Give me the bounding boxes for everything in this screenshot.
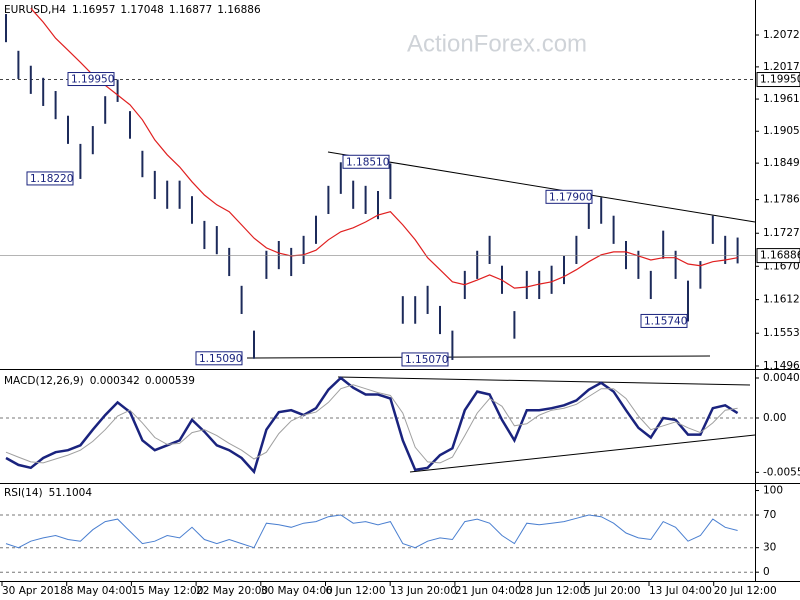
y-tick-label: 30 bbox=[763, 542, 776, 554]
header-value: 1.16957 bbox=[72, 4, 115, 16]
annotation-label: 1.19950 bbox=[71, 74, 114, 86]
header-value: 1.16877 bbox=[169, 4, 212, 16]
panel-title: EURUSD,H4 bbox=[4, 4, 66, 16]
y-tick-label: 0.004094 bbox=[763, 372, 800, 384]
y-tick-label: 1.16120 bbox=[763, 294, 800, 306]
y-tick-label: 1.19050 bbox=[763, 125, 800, 137]
y-tick-label: 1.17275 bbox=[763, 227, 800, 239]
indicator-line bbox=[5, 514, 738, 549]
y-tick-label: 70 bbox=[763, 509, 776, 521]
indicator-line bbox=[5, 376, 739, 475]
annotation-label: 1.15740 bbox=[644, 315, 687, 327]
y-tick-label: 1.20725 bbox=[763, 29, 800, 41]
x-tick-label: 13 Jul 04:00 bbox=[649, 585, 712, 597]
y-tick-label: 1.15535 bbox=[763, 327, 800, 339]
x-tick-label: 6 Jun 12:00 bbox=[326, 585, 386, 597]
header-value: 1.16886 bbox=[217, 4, 261, 16]
annotation-label: 1.18510 bbox=[346, 156, 389, 168]
annotation-label: 1.15090 bbox=[199, 353, 242, 365]
annotation-box bbox=[67, 72, 115, 87]
trend-line bbox=[327, 151, 756, 223]
panel-title: RSI(14) bbox=[4, 487, 43, 499]
panel-title: MACD(12,26,9) bbox=[4, 375, 84, 387]
watermark: ActionForex.com bbox=[407, 30, 587, 57]
annotation-box bbox=[545, 189, 593, 204]
x-tick-label: 22 May 20:00 bbox=[196, 585, 268, 597]
annotation-box bbox=[26, 171, 74, 186]
header-value: 0.000539 bbox=[145, 375, 195, 387]
x-tick-label: 30 Apr 2018 bbox=[2, 585, 67, 597]
x-tick-label: 21 Jun 04:00 bbox=[455, 585, 522, 597]
price-tag bbox=[756, 248, 800, 264]
annotation-box bbox=[342, 154, 390, 169]
indicator-line bbox=[5, 384, 738, 464]
trend-line bbox=[246, 355, 711, 359]
annotation-label: 1.17900 bbox=[549, 191, 592, 203]
x-tick-label: 8 May 04:00 bbox=[67, 585, 132, 597]
y-tick-label: 0.00 bbox=[763, 412, 786, 424]
price-tag-label: 1.16886 bbox=[760, 250, 800, 262]
annotation-box bbox=[640, 313, 688, 328]
y-tick-label: 1.16700 bbox=[763, 260, 800, 272]
y-tick-label: 1.20170 bbox=[763, 61, 800, 73]
annotation-label: 1.15070 bbox=[405, 354, 448, 366]
y-tick-label: 1.19610 bbox=[763, 93, 800, 105]
header-value: 51.1004 bbox=[49, 487, 93, 499]
price-tag bbox=[756, 72, 800, 88]
x-tick-label: 5 Jul 20:00 bbox=[584, 585, 640, 597]
x-tick-label: 28 Jun 12:00 bbox=[520, 585, 587, 597]
trend-line bbox=[337, 376, 751, 386]
x-tick-label: 30 May 04:00 bbox=[261, 585, 333, 597]
x-tick-label: 15 May 12:00 bbox=[131, 585, 203, 597]
y-tick-label: 1.17860 bbox=[763, 194, 800, 206]
moving-average bbox=[30, 7, 738, 289]
annotation-label: 1.18220 bbox=[30, 173, 73, 185]
y-tick-label: 0 bbox=[763, 566, 770, 578]
y-tick-label: 1.18495 bbox=[763, 157, 800, 169]
header-value: 1.17048 bbox=[120, 4, 163, 16]
header-value: 0.000342 bbox=[90, 375, 140, 387]
y-tick-label: -0.005568 bbox=[763, 466, 800, 478]
price-tag-label: 1.19950 bbox=[760, 74, 800, 86]
annotation-box bbox=[401, 352, 449, 367]
annotation-box bbox=[195, 351, 243, 366]
y-tick-label: 100 bbox=[763, 485, 783, 497]
trend-line bbox=[409, 434, 756, 473]
x-tick-label: 20 Jul 12:00 bbox=[714, 585, 777, 597]
x-tick-label: 13 Jun 20:00 bbox=[390, 585, 457, 597]
y-tick-label: 1.14965 bbox=[763, 360, 800, 372]
